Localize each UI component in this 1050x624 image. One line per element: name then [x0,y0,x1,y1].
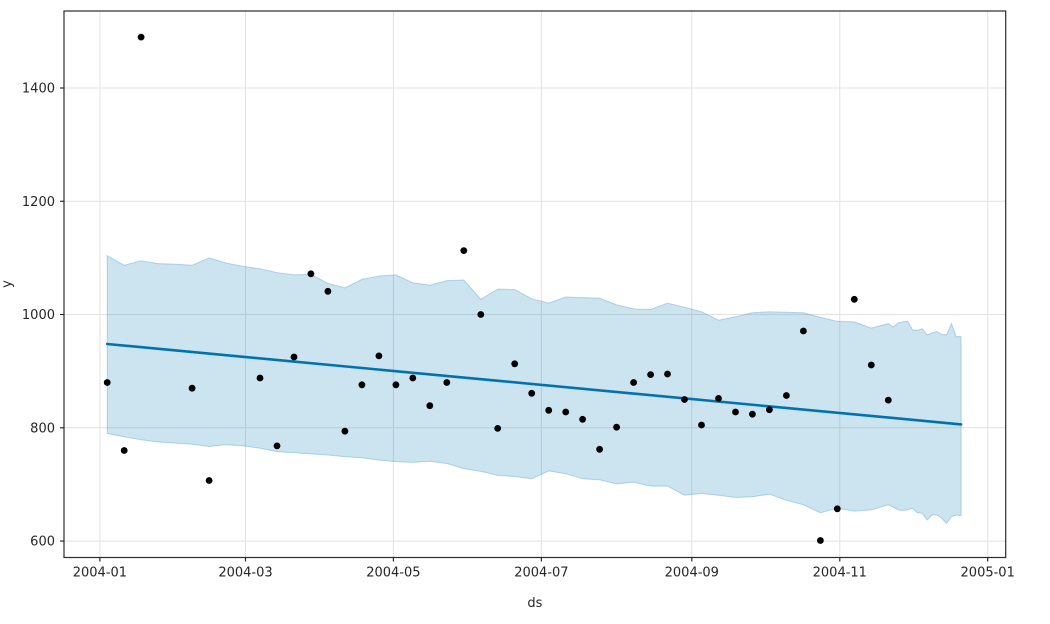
x-tick-label: 2004-07 [514,566,568,581]
trend-line-layer [105,342,963,426]
y-tick-label: 800 [30,421,55,436]
scatter-point [664,370,671,378]
grid-layer [64,11,1006,558]
scatter-point [783,392,790,399]
scatter-point [749,410,756,418]
tick-marks-layer [60,87,989,562]
scatter-point [715,395,722,402]
trend-line [105,342,963,426]
scatter-point [884,396,892,404]
scatter-point [443,379,451,386]
x-tick-label: 2004-05 [366,566,420,581]
scatter-point [766,406,773,414]
uncertainty-band-layer [106,254,962,525]
uncertainty-band [106,254,962,525]
y-tick-label: 1400 [22,82,55,97]
scatter-point [817,537,824,544]
tick-labels-layer: 2004-01 2004-03 2004-05 2004-07 2004-09 2004-… [22,82,1015,581]
x-tick-label: 2004-09 [665,566,719,581]
scatter-point [528,389,536,397]
scatter-point [562,408,570,416]
scatter-point [460,247,468,255]
y-tick-label: 600 [30,535,55,550]
scatter-point [511,360,519,368]
scatter-point [596,445,603,453]
x-tick-label: 2004-01 [73,566,127,581]
scatter-point [494,425,502,432]
scatter-point [409,374,417,382]
scatter-point [732,408,739,416]
scatter-point [579,415,586,423]
scatter-point [137,33,145,41]
axes-frame-layer [63,10,1007,559]
scatter-point [358,381,366,389]
scatter-point [647,371,654,378]
x-tick-label: 2004-11 [813,566,867,581]
scatter-point [341,427,349,435]
scatter-point [681,396,688,403]
x-axis-label: ds [527,596,542,611]
scatter-point [545,406,553,414]
scatter-point [256,374,264,382]
axes-frame [63,10,1007,559]
scatter-point [307,270,315,278]
scatter-point [188,384,196,392]
scatter-point [273,442,281,450]
y-tick-label: 1200 [22,195,55,210]
scatter-points-layer [103,33,892,544]
scatter-point [613,423,620,431]
x-tick-label: 2004-03 [218,566,272,581]
scatter-point [850,295,858,303]
scatter-point [833,505,841,513]
scatter-point [426,402,434,410]
y-tick-label: 1000 [22,308,55,323]
scatter-point [205,477,213,484]
scatter-point [290,353,298,361]
scatter-point [477,311,485,318]
scatter-point [392,381,400,389]
scatter-point [630,379,637,386]
scatter-point [103,379,111,386]
scatter-point [375,352,383,360]
scatter-point [800,327,807,335]
scatter-point [867,361,875,369]
y-axis-label: y [0,280,15,288]
scatter-point [120,447,128,454]
x-tick-label: 2005-01 [961,566,1015,581]
scatter-point [698,421,705,429]
scatter-point [324,287,332,295]
